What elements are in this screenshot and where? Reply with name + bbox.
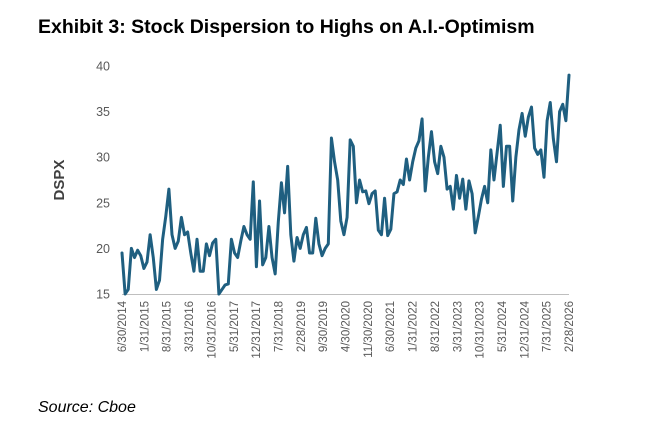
- x-tick-label: 10/31/2016: [206, 301, 218, 359]
- x-tick-label: 10/31/2023: [475, 301, 487, 359]
- y-tick-label: 35: [96, 105, 110, 119]
- x-tick-label: 12/31/2017: [251, 301, 263, 359]
- series-group: [120, 73, 571, 296]
- y-tick-label: 20: [96, 242, 110, 256]
- x-tick-label: 2/28/2026: [564, 301, 576, 352]
- x-tick-label: 7/31/2025: [542, 301, 554, 352]
- x-tick-label: 3/31/2023: [452, 301, 464, 352]
- x-tick-label: 3/31/2016: [184, 301, 196, 352]
- y-tick-label: 40: [96, 60, 110, 74]
- chart-title: Exhibit 3: Stock Dispersion to Highs on …: [38, 16, 535, 38]
- x-tick-label: 6/30/2021: [385, 301, 397, 352]
- x-axis-ticks: 6/30/2014 1/31/2015 8/31/2015 3/31/2016 10/3…: [117, 300, 576, 358]
- x-tick-label: 2/28/2019: [296, 301, 308, 352]
- x-tick-label: 4/30/2020: [341, 301, 353, 352]
- series-line: [120, 73, 571, 296]
- x-tick-label: 1/31/2022: [408, 301, 420, 352]
- x-tick-label: 8/31/2022: [430, 301, 442, 352]
- y-axis-label: DSPX: [51, 160, 68, 201]
- y-tick-label: 30: [96, 151, 110, 165]
- x-tick-label: 12/31/2024: [519, 300, 531, 358]
- source-note: Source: Cboe: [38, 399, 136, 416]
- x-tick-label: 5/31/2017: [229, 301, 241, 352]
- x-tick-label: 8/31/2015: [162, 301, 174, 352]
- y-tick-label: 15: [96, 288, 110, 302]
- x-tick-label: 7/31/2018: [273, 301, 285, 352]
- x-tick-label: 5/31/2024: [497, 300, 509, 352]
- y-tick-label: 25: [96, 196, 110, 210]
- x-tick-label: 1/31/2015: [139, 301, 151, 352]
- x-tick-label: 9/30/2019: [318, 301, 330, 352]
- x-tick-label: 6/30/2014: [117, 300, 129, 352]
- x-tick-label: 11/30/2020: [363, 301, 375, 358]
- y-axis-ticks: 15 20 25 30 35 40: [96, 60, 110, 302]
